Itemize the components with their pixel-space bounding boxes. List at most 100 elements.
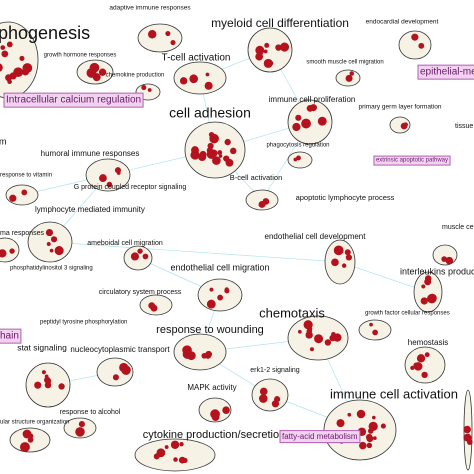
gene-set-node	[6, 41, 13, 48]
gene-set-node	[112, 374, 119, 381]
node-label: lymphocyte mediated immunity	[35, 205, 145, 214]
gene-set-node	[9, 248, 15, 254]
gene-set-node	[292, 122, 301, 132]
gene-set-node	[153, 453, 160, 460]
node-label: nucleocytoplasmic transport	[70, 345, 170, 354]
node-label: phosphatidylinositol 3 signaling	[10, 266, 93, 272]
node-label: MAPK activity	[187, 383, 236, 392]
gene-set-node	[9, 72, 17, 80]
node-label: tissue re	[455, 123, 474, 130]
gene-set-node	[137, 248, 143, 254]
gene-set-node	[210, 149, 218, 157]
gene-set-node	[190, 150, 200, 160]
gene-set-node	[420, 297, 428, 305]
gene-set-node	[224, 138, 231, 146]
cluster	[245, 189, 279, 211]
node-label: cytokine production/secretion	[143, 429, 285, 441]
gene-set-node	[54, 246, 64, 256]
gene-set-node	[147, 88, 152, 92]
cluster	[85, 158, 131, 192]
node-label: response to vitamin	[0, 173, 52, 179]
gene-set-node	[179, 441, 184, 447]
gene-set-node	[293, 157, 298, 162]
gene-set-node	[361, 428, 365, 432]
boxed-label: hain	[0, 331, 19, 342]
node-label: stat signaling	[17, 342, 67, 352]
gene-set-node	[204, 81, 213, 90]
gene-set-node	[229, 147, 237, 155]
node-label: T-cell activation	[162, 53, 231, 64]
gene-set-node	[98, 68, 107, 76]
gene-set-node	[344, 249, 351, 256]
gene-set-node	[217, 150, 223, 155]
gene-set-node	[9, 194, 17, 202]
gene-set-node	[99, 174, 107, 182]
gene-set-node	[50, 236, 58, 243]
node-label: ma responses	[0, 230, 44, 237]
gene-set-node	[170, 440, 180, 449]
gene-set-node	[211, 413, 220, 421]
cluster	[287, 151, 313, 169]
node-label: ular structure organization	[0, 420, 69, 426]
boxed-label: fatty-acid metabolism	[282, 432, 358, 441]
gene-set-node	[86, 67, 97, 78]
gene-set-node	[336, 419, 345, 428]
gene-set-node	[147, 30, 157, 39]
node-label: endothelial cell development	[265, 232, 367, 241]
gene-set-node	[421, 284, 426, 289]
gene-set-node	[205, 72, 210, 77]
gene-set-node	[306, 328, 313, 334]
gene-set-node	[331, 331, 336, 337]
gene-set-node	[22, 63, 33, 73]
gene-set-node	[75, 427, 85, 437]
cluster	[173, 61, 227, 95]
cluster	[247, 27, 293, 73]
gene-set-node	[173, 457, 178, 462]
gene-set-node	[106, 181, 113, 188]
node-label: smooth muscle cell migration	[306, 60, 383, 66]
gene-set-node	[349, 71, 355, 76]
node-label: humoral immune responses	[41, 149, 140, 158]
gene-set-node	[22, 429, 32, 439]
node-label: response to alcohol	[60, 409, 121, 416]
gene-set-node	[119, 362, 129, 373]
gene-set-node	[257, 50, 263, 56]
gene-set-node	[165, 30, 171, 37]
gene-set-node	[466, 439, 473, 445]
node-label: m	[0, 136, 7, 146]
gene-set-node	[427, 293, 437, 304]
gene-set-node	[356, 409, 366, 419]
gene-set-node	[345, 254, 352, 261]
cluster	[134, 438, 216, 472]
node-label: apoptotic lymphocyte process	[296, 193, 395, 202]
label-box	[417, 64, 474, 80]
gene-set-node	[46, 242, 51, 247]
cluster	[27, 221, 73, 263]
gene-set-node	[222, 406, 230, 414]
clusters	[0, 21, 473, 472]
gene-set-node	[264, 42, 270, 48]
gene-set-node	[317, 116, 327, 126]
cluster	[139, 294, 173, 316]
gene-set-node	[295, 114, 302, 121]
gene-set-node	[58, 383, 65, 390]
gene-set-node	[224, 288, 230, 294]
node-label: growth factor cellular responses	[365, 311, 450, 317]
cluster	[137, 23, 183, 53]
node-label: hemostasis	[408, 338, 448, 347]
gene-set-node	[418, 42, 425, 49]
gene-set-node	[380, 423, 386, 429]
gene-set-node	[421, 371, 428, 379]
labels: phogenesis adaptive immune responses myelo…	[0, 5, 474, 444]
gene-set-node	[141, 85, 147, 91]
gene-set-node	[279, 42, 290, 52]
node-label: muscle cell	[442, 224, 474, 231]
gene-set-node	[179, 77, 188, 85]
node-label: endocardial development	[366, 19, 439, 26]
node-label: ameboidal cell migration	[87, 240, 163, 247]
gene-set-node	[411, 33, 419, 41]
gene-set-node	[324, 339, 332, 346]
label-box	[0, 328, 22, 344]
gene-set-node	[301, 118, 311, 129]
